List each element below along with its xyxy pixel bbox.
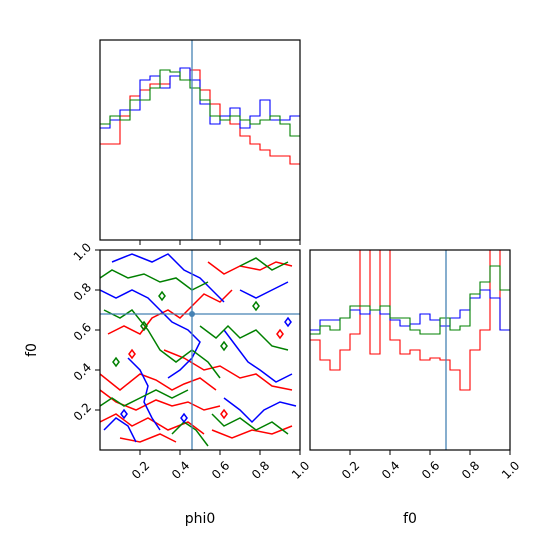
- contour-line-21: [239, 257, 289, 271]
- contour-island-9: [284, 316, 292, 328]
- f0-histogram-series-2: [310, 265, 510, 335]
- contour-island-2: [220, 340, 228, 352]
- contour-frame: [99, 249, 301, 451]
- contour-line-7: [119, 433, 177, 443]
- f0-x-tick-label-2: 0.6: [419, 458, 442, 481]
- f0-histogram-series-0: [310, 250, 510, 391]
- contour-island-0: [158, 290, 166, 302]
- contour-line-2: [100, 413, 205, 435]
- contour-line-5: [207, 261, 293, 275]
- phi0-x-tick-label-3: 0.8: [249, 458, 272, 481]
- contour-island-7: [220, 408, 228, 420]
- contour-island-1: [140, 320, 148, 332]
- f0-y-tick-label-3: 0.8: [71, 280, 94, 303]
- phi0-x-tick-label-2: 0.6: [209, 458, 232, 481]
- contour-line-10: [223, 329, 293, 383]
- phi0-histogram-frame: [99, 39, 301, 241]
- x-axis-label-phi0: phi0: [185, 511, 216, 527]
- phi0-histogram-series-2: [100, 69, 300, 137]
- f0-x-tick-label-1: 0.4: [379, 458, 402, 481]
- contour-line-0: [100, 373, 217, 391]
- contour-line-9: [111, 253, 225, 303]
- contour-line-3: [107, 289, 233, 335]
- f0-x-tick-label-4: 1.0: [499, 458, 522, 481]
- contour-island-5: [128, 348, 136, 360]
- phi0-f0-contour-panel: 0.2 0.4 0.6 0.8 1.0 0.2 0.4 0.6 0.8 1.0: [71, 240, 313, 482]
- f0-histogram-panel: 0.2 0.4 0.6 0.8 1.0: [309, 249, 522, 482]
- contour-line-6: [211, 425, 293, 439]
- phi0-histogram-panel: [99, 39, 301, 245]
- f0-y-tick-label-0: 0.2: [71, 400, 94, 423]
- contour-line-1: [100, 389, 221, 411]
- contour-line-14: [103, 417, 137, 443]
- f0-y-tick-label-1: 0.4: [71, 360, 94, 383]
- f0-histogram-frame: [309, 249, 511, 451]
- contour-island-3: [252, 300, 260, 312]
- contour-line-19: [211, 413, 289, 435]
- contour-line-15: [100, 269, 209, 291]
- contour-line-4: [163, 349, 293, 391]
- phi0-x-tick-label-4: 1.0: [289, 458, 312, 481]
- contour-line-20: [171, 421, 209, 447]
- contour-line-12: [223, 397, 297, 424]
- truth-point: [189, 311, 195, 317]
- contour-island-4: [112, 356, 120, 368]
- contour-line-16: [103, 308, 221, 379]
- phi0-x-tick-label-1: 0.4: [169, 458, 192, 481]
- y-axis-label-f0: f0: [24, 343, 40, 357]
- contour-line-18: [199, 324, 289, 351]
- contour-island-10: [120, 408, 128, 420]
- contour-island-8: [180, 412, 188, 424]
- contour-line-11: [127, 357, 161, 431]
- f0-y-tick-label-4: 1.0: [71, 240, 94, 263]
- contour-island-6: [276, 328, 284, 340]
- phi0-x-tick-label-0: 0.2: [129, 458, 152, 481]
- contour-line-8: [100, 289, 201, 379]
- f0-x-tick-label-0: 0.2: [339, 458, 362, 481]
- contour-line-13: [239, 281, 289, 299]
- contour-line-17: [100, 389, 189, 407]
- f0-y-tick-label-2: 0.6: [71, 320, 94, 343]
- f0-x-tick-label-3: 0.8: [459, 458, 482, 481]
- x-axis-label-f0: f0: [403, 511, 417, 527]
